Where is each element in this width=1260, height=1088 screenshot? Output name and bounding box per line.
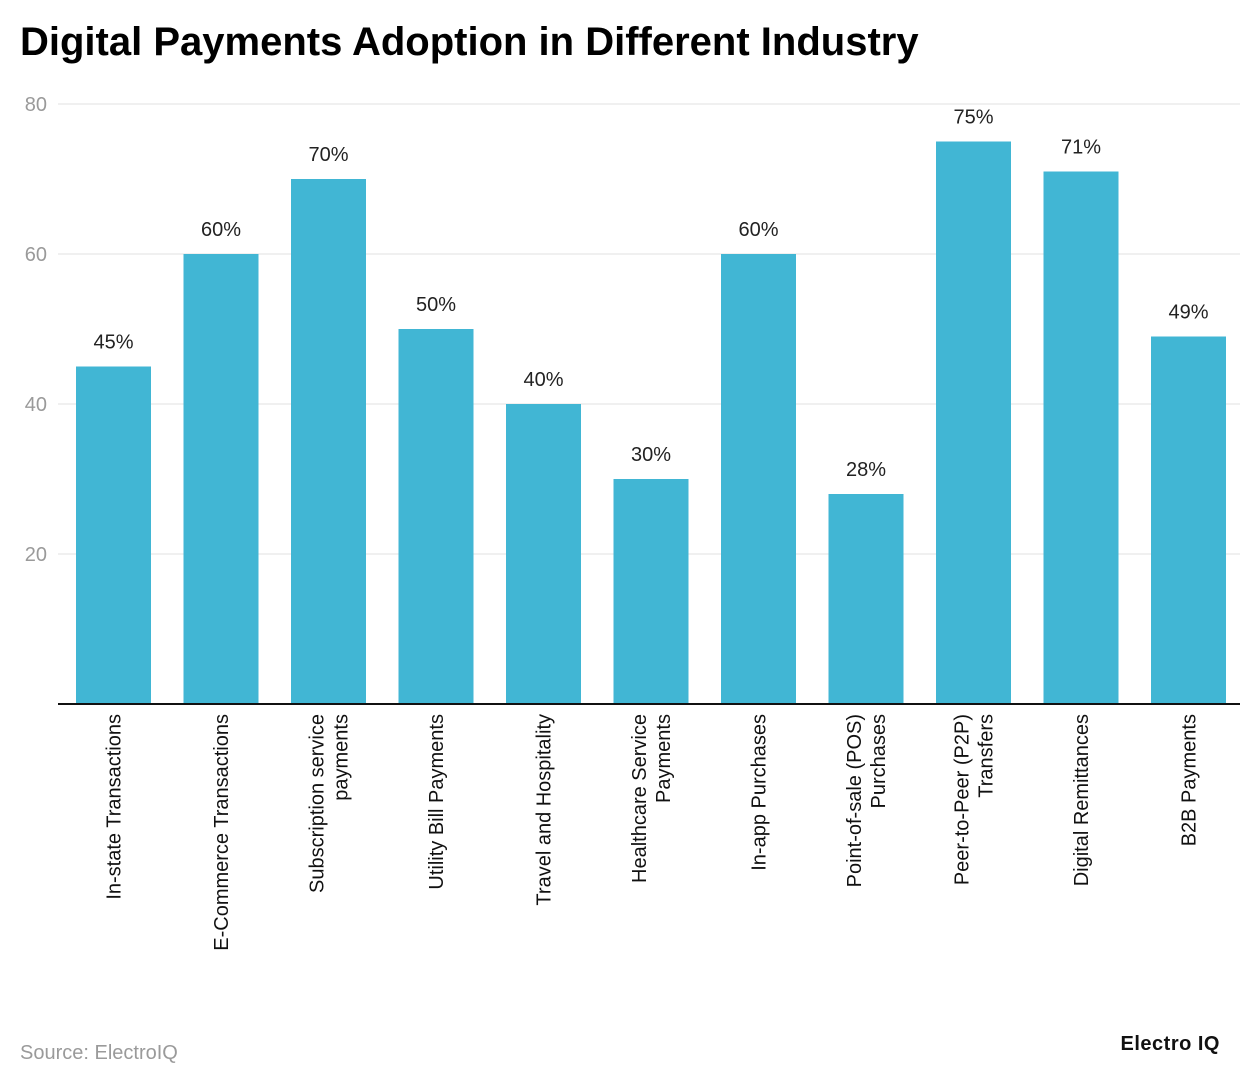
- bar: [721, 254, 796, 704]
- x-tick-label-line: Healthcare Service: [629, 714, 651, 883]
- bar: [291, 179, 366, 704]
- data-labels: 45% 60% 70% 50% 40% 30% 60% 28% 75% 71% 49%: [93, 107, 1208, 482]
- x-tick-label: Peer-to-Peer (P2P) Transfers: [952, 714, 998, 885]
- brand-logo: Electro IQ: [1120, 1033, 1220, 1055]
- x-tick-label: E-Commerce Transactions: [211, 714, 233, 951]
- x-tick-label-line: In-app Purchases: [749, 714, 771, 871]
- data-label: 50%: [416, 294, 456, 316]
- x-tick-label: In-app Purchases: [749, 714, 771, 871]
- x-axis-labels: In-state Transactions E-Commerce Transact…: [104, 714, 1201, 951]
- data-label: 60%: [738, 219, 778, 241]
- y-tick-label: 60: [25, 244, 47, 266]
- data-label: 75%: [953, 107, 993, 129]
- source-note: Source: ElectroIQ: [20, 1042, 178, 1064]
- y-tick-label: 80: [25, 94, 47, 116]
- bar: [828, 494, 904, 704]
- chart-title: Digital Payments Adoption in Different I…: [20, 20, 919, 64]
- bar: [398, 329, 474, 704]
- data-label: 45%: [93, 332, 133, 354]
- x-tick-label: In-state Transactions: [104, 714, 126, 900]
- x-tick-label-line: Peer-to-Peer (P2P): [952, 714, 974, 885]
- x-tick-label-line: Point-of-sale (POS): [844, 714, 866, 887]
- x-tick-label: Travel and Hospitality: [534, 714, 556, 906]
- x-tick-label-line: Digital Remittances: [1071, 714, 1093, 886]
- bar: [613, 479, 689, 704]
- data-label: 28%: [846, 459, 886, 481]
- x-tick-label-line: payments: [331, 714, 353, 801]
- x-tick-label-line: Utility Bill Payments: [426, 714, 448, 890]
- data-label: 49%: [1168, 302, 1208, 324]
- bar: [76, 366, 151, 704]
- x-tick-label-line: Transfers: [976, 714, 998, 798]
- bar: [936, 141, 1011, 704]
- data-label: 71%: [1061, 137, 1101, 159]
- data-label: 60%: [201, 219, 241, 241]
- y-tick-label: 40: [25, 394, 47, 416]
- x-tick-label-line: Payments: [653, 714, 675, 803]
- x-tick-label: B2B Payments: [1179, 714, 1201, 846]
- bar: [1043, 171, 1119, 704]
- x-tick-label-line: Purchases: [868, 714, 890, 809]
- x-tick-label-line: B2B Payments: [1179, 714, 1201, 846]
- x-tick-label: Digital Remittances: [1071, 714, 1093, 886]
- data-label: 70%: [308, 144, 348, 166]
- x-tick-label-line: Subscription service: [307, 714, 329, 893]
- data-label: 40%: [523, 369, 563, 391]
- x-tick-label-line: Travel and Hospitality: [534, 714, 556, 906]
- y-axis-ticks: 20 40 60 80: [25, 94, 47, 566]
- bars: [76, 141, 1226, 704]
- x-tick-label: Utility Bill Payments: [426, 714, 448, 890]
- bar: [183, 254, 259, 704]
- x-tick-label: Subscription service payments: [307, 714, 353, 893]
- x-tick-label: Healthcare Service Payments: [629, 714, 675, 883]
- bar: [1151, 336, 1226, 704]
- x-tick-label-line: E-Commerce Transactions: [211, 714, 233, 951]
- bar: [506, 404, 581, 704]
- data-label: 30%: [631, 444, 671, 466]
- x-tick-label-line: In-state Transactions: [104, 714, 126, 900]
- y-tick-label: 20: [25, 544, 47, 566]
- x-tick-label: Point-of-sale (POS) Purchases: [844, 714, 890, 887]
